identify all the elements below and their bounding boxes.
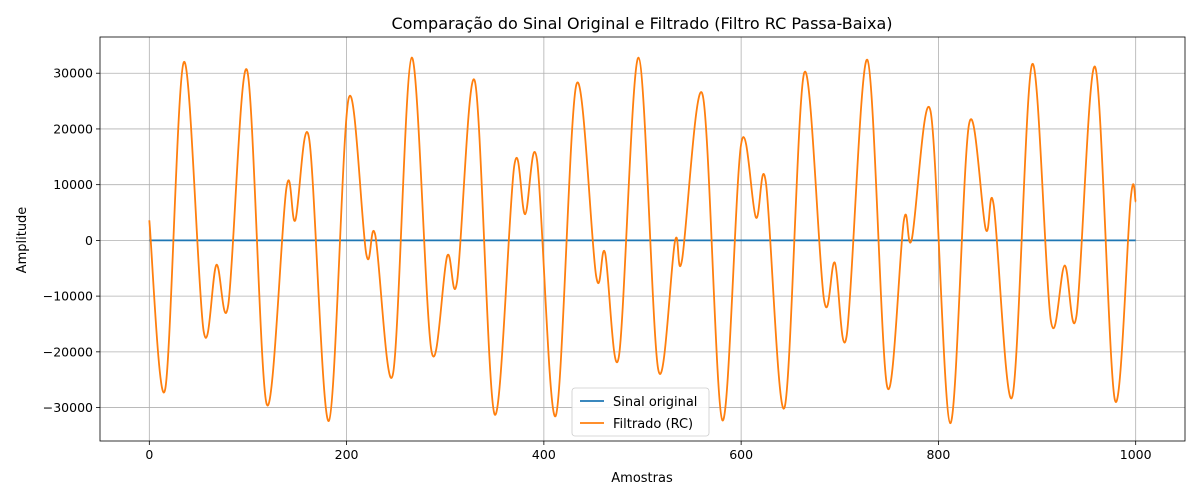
chart-title: Comparação do Sinal Original e Filtrado … [392,14,893,33]
legend-label: Filtrado (RC) [613,417,693,432]
y-tick-label: 0 [85,233,93,248]
axis-ticks: 0 200 400 600 800 1000 −30000 −20000 −10000 0 1000… [43,66,1152,462]
legend-label: Sinal original [613,395,697,410]
y-tick-label: −10000 [43,289,93,304]
x-tick-label: 400 [532,447,556,462]
legend: Sinal original Filtrado (RC) [571,387,710,437]
y-tick-label: −20000 [43,344,93,359]
x-tick-label: 800 [926,447,950,462]
y-tick-label: −30000 [43,400,93,415]
x-tick-label: 200 [335,447,359,462]
x-axis-label: Amostras [611,471,673,486]
x-tick-label: 0 [145,447,153,462]
y-tick-label: 10000 [53,177,93,192]
plot-area [148,56,1137,425]
y-axis-label: Amplitude [15,207,30,274]
x-tick-label: 600 [729,447,753,462]
axes-frame [99,36,1186,442]
legend-box [571,387,710,437]
x-tick-label: 1000 [1120,447,1152,462]
y-tick-label: 30000 [53,66,93,81]
y-tick-label: 20000 [53,121,93,136]
series-line-filtered [148,56,1137,425]
